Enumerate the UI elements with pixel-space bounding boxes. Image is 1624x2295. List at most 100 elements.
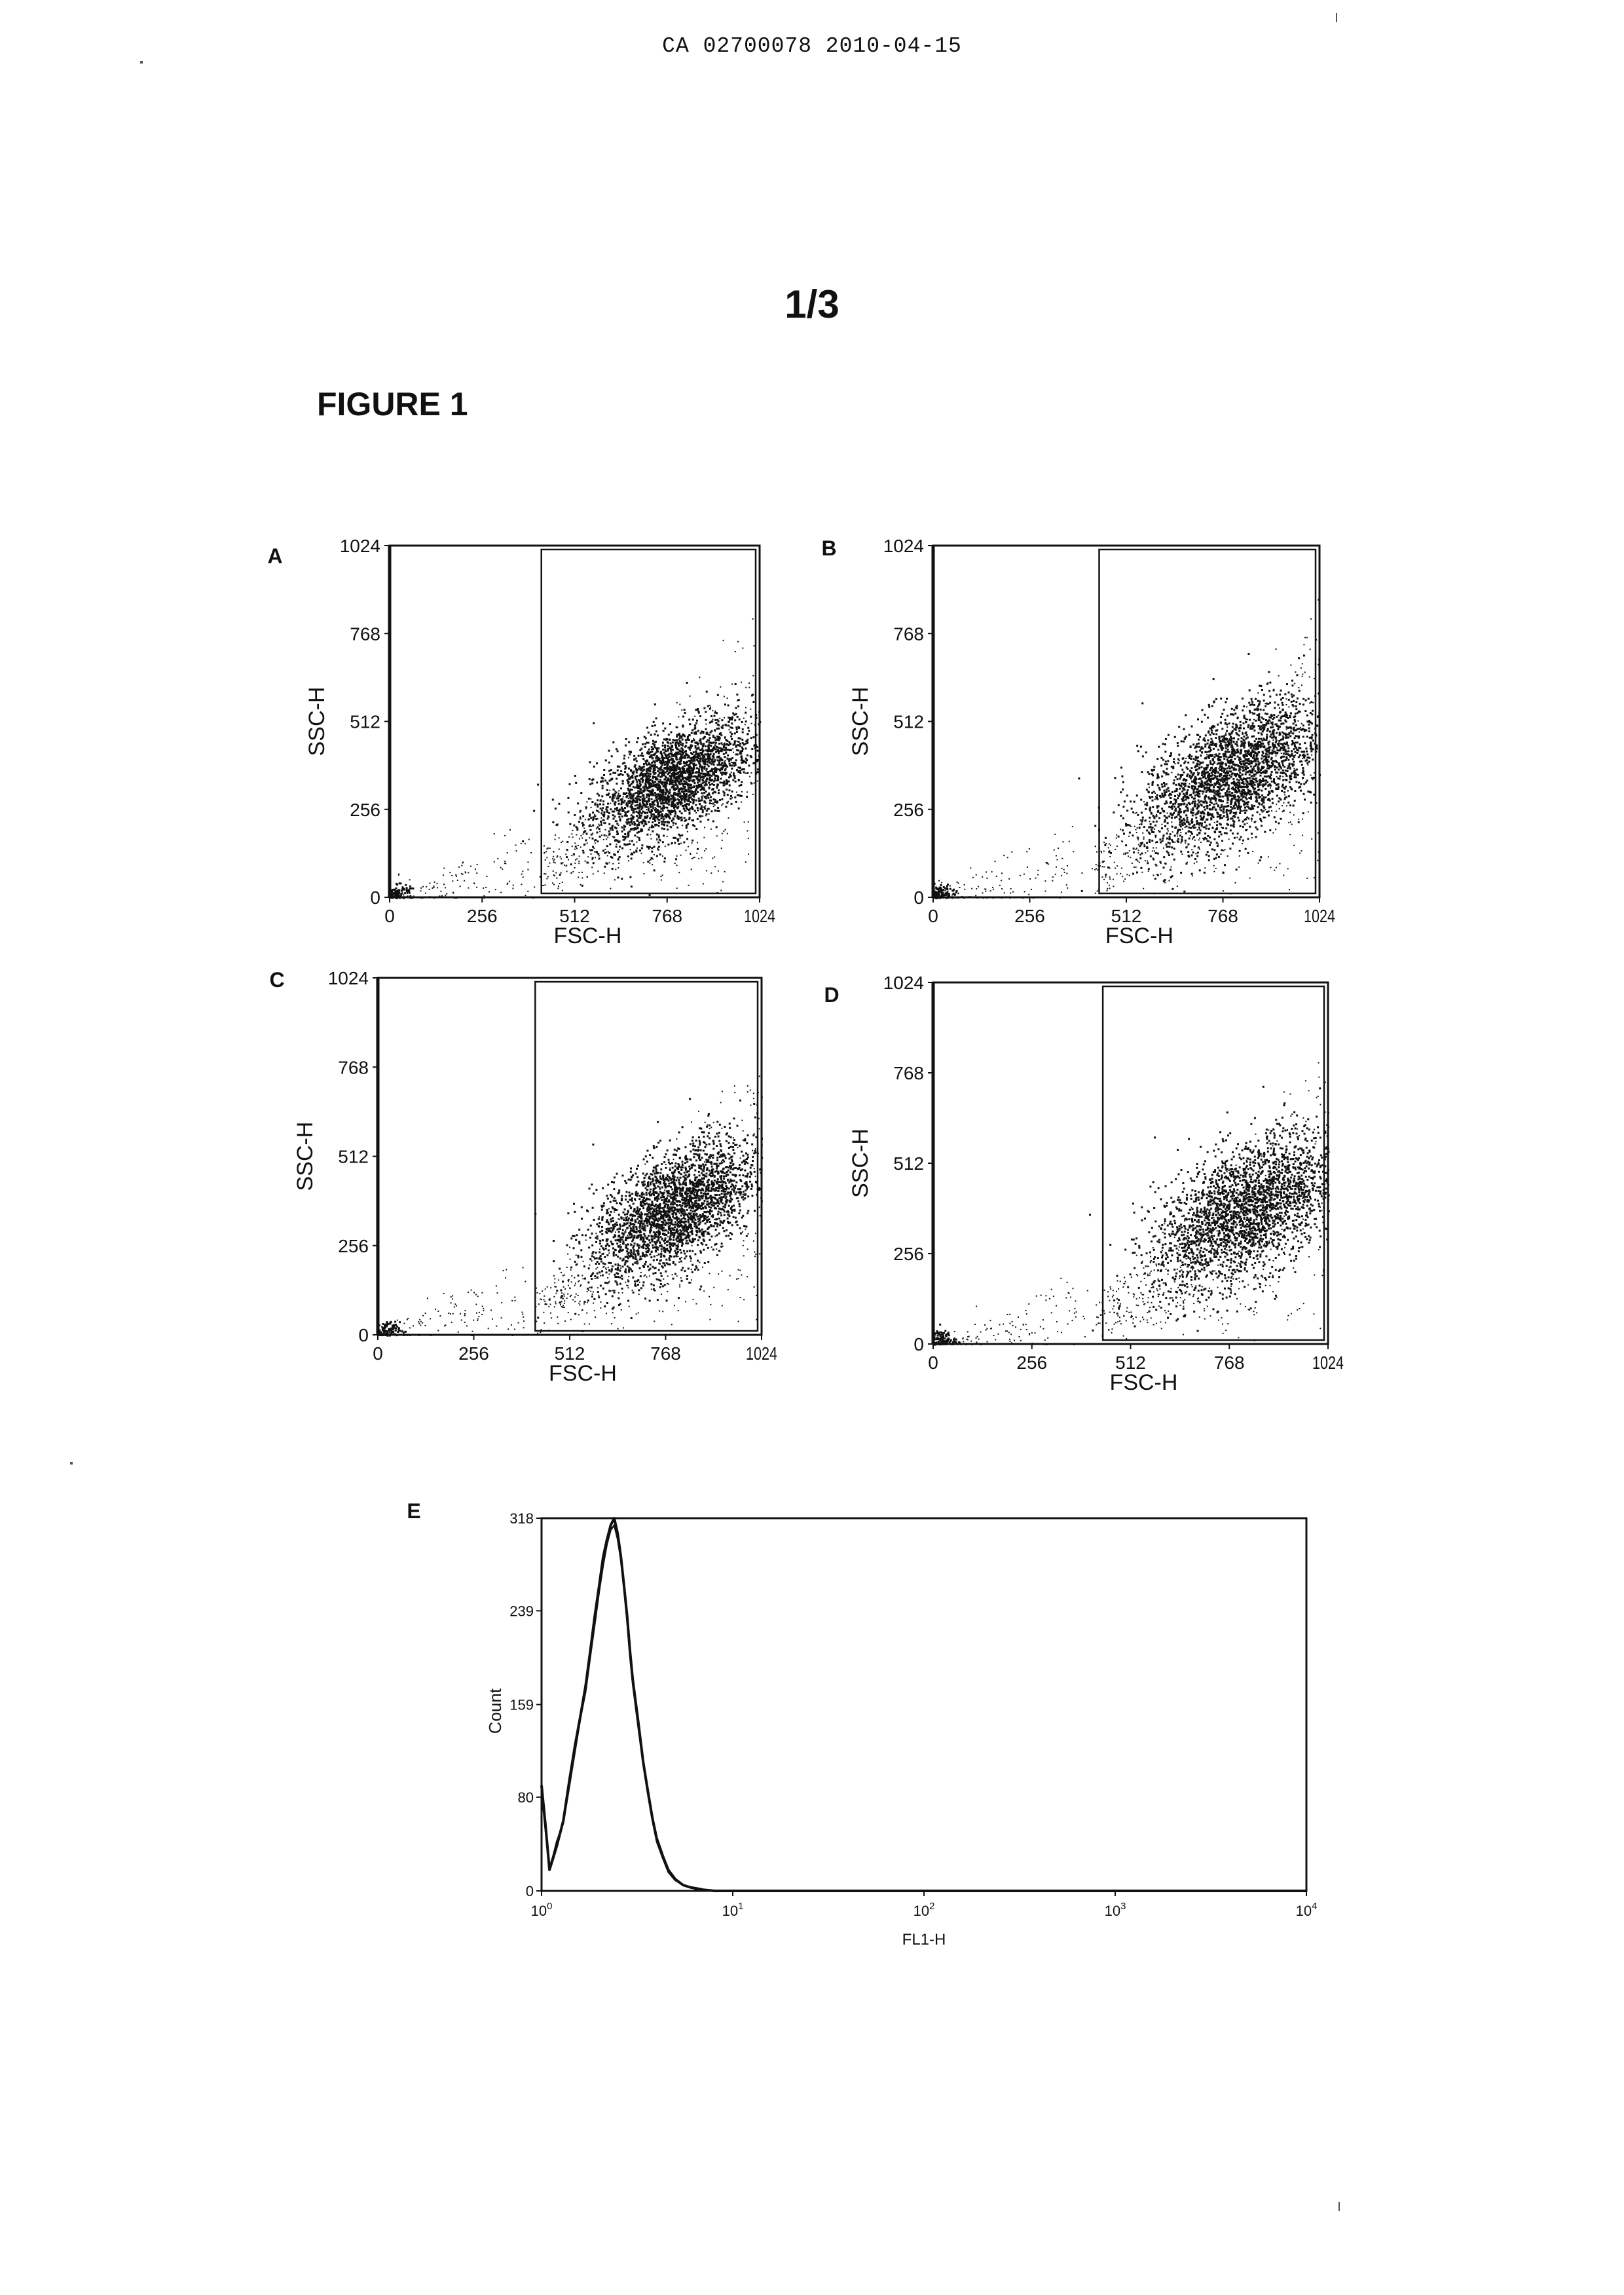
scatter-point xyxy=(709,774,710,776)
scatter-point xyxy=(578,872,580,873)
x-tick-label: 0 xyxy=(384,906,395,926)
scatter-point xyxy=(1258,715,1260,717)
scatter-point xyxy=(654,825,656,827)
scatter-point xyxy=(701,796,703,798)
scatter-point xyxy=(1259,726,1261,728)
scatter-point xyxy=(710,779,712,781)
scatter-point xyxy=(1184,738,1186,740)
scatter-point xyxy=(652,757,654,759)
scatter-point xyxy=(1233,737,1235,739)
scatter-point xyxy=(630,770,632,772)
scatter-point xyxy=(603,769,605,771)
scatter-point xyxy=(735,726,737,728)
scatter-point xyxy=(680,760,682,762)
scatter-point xyxy=(703,787,705,789)
scatter-point xyxy=(533,810,535,812)
scatter-point xyxy=(665,775,667,777)
scatter-point xyxy=(1167,822,1169,824)
scatter-point xyxy=(649,794,651,796)
scatter-point xyxy=(686,810,687,812)
scatter-point xyxy=(717,892,718,893)
scatter-point xyxy=(587,863,589,864)
scatter-point xyxy=(716,719,718,721)
scatter-point xyxy=(697,781,699,783)
scatter-point xyxy=(1179,834,1181,836)
scatter-point xyxy=(697,757,699,759)
scatter-point xyxy=(705,802,707,804)
scatter-point xyxy=(1151,773,1153,775)
scatter-point xyxy=(1316,725,1318,727)
scatter-point xyxy=(1169,846,1171,848)
scatter-point xyxy=(637,836,638,838)
scatter-point xyxy=(727,794,729,796)
scatter-point xyxy=(521,843,522,844)
scatter-point xyxy=(1230,829,1232,831)
scatter-point xyxy=(1164,751,1166,753)
scatter-point xyxy=(1276,694,1278,696)
scatter-point xyxy=(663,760,665,762)
scatter-point xyxy=(578,845,579,846)
scatter-point xyxy=(661,796,663,798)
scatter-point xyxy=(570,863,572,865)
scatter-point xyxy=(1155,815,1157,817)
scatter-point xyxy=(637,786,638,788)
scatter-point xyxy=(1126,810,1128,812)
scatter-point xyxy=(621,848,623,849)
scatter-point xyxy=(1226,811,1228,813)
scatter-point xyxy=(685,762,687,764)
scatter-point xyxy=(752,675,754,677)
scatter-point xyxy=(618,800,619,802)
scatter-point xyxy=(712,710,713,711)
scatter-point xyxy=(1159,838,1161,840)
scatter-point xyxy=(1217,772,1219,774)
scatter-point xyxy=(662,793,664,795)
scatter-point xyxy=(597,826,599,828)
scatter-point xyxy=(750,709,751,710)
scatter-point xyxy=(718,750,720,752)
scatter-point xyxy=(709,705,710,706)
scatter-point xyxy=(1200,748,1202,750)
scatter-point xyxy=(675,783,677,785)
scatter-point xyxy=(437,887,438,888)
scatter-point xyxy=(1168,734,1170,736)
scatter-point xyxy=(681,799,683,801)
scatter-point xyxy=(701,779,703,781)
scatter-point xyxy=(1289,715,1291,717)
scatter-point xyxy=(747,830,748,832)
scatter-point xyxy=(678,799,680,801)
scatter-point xyxy=(699,803,701,805)
scatter-point xyxy=(678,739,680,740)
scatter-point xyxy=(659,815,661,817)
scatter-point xyxy=(714,712,716,714)
scatter-point xyxy=(597,832,599,834)
scatter-point xyxy=(714,767,716,769)
scatter-point xyxy=(599,830,600,832)
scatter-point xyxy=(1278,719,1280,721)
scatter-point xyxy=(758,755,760,757)
scatter-point xyxy=(664,764,666,766)
scatter-point xyxy=(671,796,673,798)
scatter-point xyxy=(679,740,681,742)
x-tick-label: 768 xyxy=(652,906,682,926)
scatter-point xyxy=(1192,743,1194,745)
scatter-point xyxy=(1157,775,1159,777)
scatter-point xyxy=(669,746,670,747)
scatter-point xyxy=(545,851,547,852)
scatter-point xyxy=(720,742,722,744)
scatter-point xyxy=(701,798,703,799)
scatter-point xyxy=(700,766,702,768)
scatter-point xyxy=(758,723,760,725)
scatter-point xyxy=(616,834,618,835)
scatter-point xyxy=(1274,769,1276,771)
scatter-point xyxy=(699,711,700,713)
scatter-point xyxy=(660,840,661,841)
scatter-point xyxy=(1262,780,1264,782)
scatter-point xyxy=(1279,732,1281,734)
scatter-point xyxy=(1201,721,1203,723)
scatter-point xyxy=(625,836,627,838)
scatter-point xyxy=(721,782,722,783)
scatter-point xyxy=(1232,820,1234,822)
scatter-point xyxy=(1312,758,1314,760)
scatter-point xyxy=(1302,755,1304,756)
